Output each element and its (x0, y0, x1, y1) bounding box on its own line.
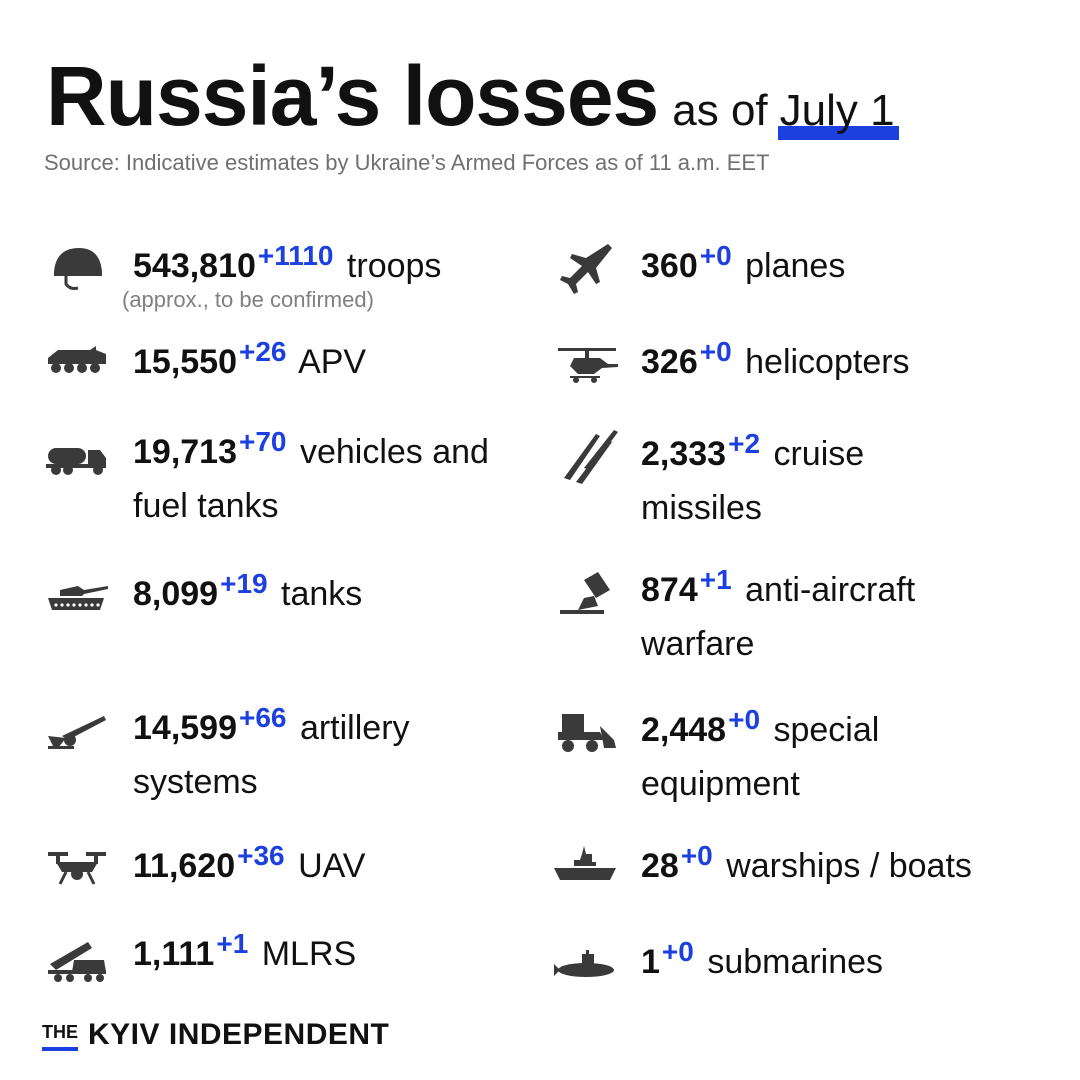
source-note: Source: Indicative estimates by Ukraine’… (44, 150, 770, 175)
stat-planes: 360+0 planes (641, 240, 845, 294)
stat-cruise-missiles: 2,333+2 cruise missiles (641, 428, 864, 534)
stat-delta: +36 (237, 840, 285, 871)
warship-icon (552, 840, 618, 896)
stat-value: 2,448 (641, 711, 727, 749)
helicopter-icon (554, 336, 620, 392)
stat-artillery: 14,599+66 artillery systems (133, 702, 410, 808)
stat-value: 11,620 (133, 847, 236, 885)
stat-label: anti-aircraft (745, 571, 916, 609)
stat-label: artillery (299, 709, 410, 747)
stat-delta: +26 (239, 336, 287, 367)
stat-label: tanks (281, 575, 363, 613)
stat-anti-aircraft: 874+1 anti-aircraft warfare (641, 564, 915, 670)
stat-apv: 15,550+26 APV (133, 336, 366, 390)
stat-label: helicopters (745, 343, 910, 381)
mlrs-icon (44, 934, 110, 990)
stat-delta: +0 (699, 240, 732, 271)
stat-value: 14,599 (133, 709, 237, 747)
brand-name: KYIV INDEPENDENT (88, 1018, 390, 1051)
stat-label-line2: warfare (641, 625, 755, 663)
stat-troops: 543,810+1110 troops (133, 240, 441, 294)
stat-label: troops (346, 247, 442, 285)
stat-value: 8,099 (133, 575, 219, 613)
loader-icon (554, 706, 620, 762)
stat-label: planes (745, 247, 846, 285)
brand-logo: THE KYIV INDEPENDENT (42, 1018, 389, 1052)
stat-value: 874 (641, 571, 698, 609)
stat-delta: +19 (220, 568, 268, 599)
stat-label-line2: equipment (641, 765, 800, 803)
brand-prefix: THE (42, 1022, 78, 1051)
stat-value: 1 (641, 943, 660, 981)
stat-label-line2: systems (133, 763, 258, 801)
stat-delta: +2 (728, 428, 761, 459)
helmet-icon (46, 242, 112, 298)
artillery-icon (44, 706, 110, 762)
stat-label: UAV (298, 847, 366, 885)
stat-label: APV (298, 343, 367, 381)
stat-value: 19,713 (133, 433, 237, 471)
stat-value: 15,550 (133, 343, 237, 381)
stat-delta: +0 (661, 936, 694, 967)
stat-delta: +0 (699, 336, 732, 367)
title-subtitle: as of (672, 86, 768, 135)
title-main: Russia’s losses (46, 49, 659, 143)
stat-delta: +1110 (257, 240, 334, 271)
stat-delta: +0 (680, 840, 713, 871)
stat-value: 2,333 (641, 435, 727, 473)
anti-aircraft-icon (554, 570, 620, 626)
stat-tanks: 8,099+19 tanks (133, 568, 362, 622)
stat-delta: +0 (728, 704, 761, 735)
stat-warships: 28+0 warships / boats (641, 840, 972, 894)
title-date: July 1 (777, 86, 899, 140)
missiles-icon (556, 428, 622, 484)
page-title: Russia’s losses as of July 1 (46, 48, 899, 145)
stat-label: submarines (707, 943, 884, 981)
stat-delta: +66 (239, 702, 287, 733)
stat-value: 360 (641, 247, 698, 285)
stat-value: 1,111 (133, 935, 215, 973)
drone-icon (44, 842, 110, 898)
apv-icon (44, 336, 110, 392)
fuel-truck-icon (44, 432, 110, 488)
stat-uav: 11,620+36 UAV (133, 840, 365, 894)
stat-label-line2: missiles (641, 489, 762, 527)
stat-label: vehicles and (299, 433, 489, 471)
stat-value: 326 (641, 343, 698, 381)
stat-special-equipment: 2,448+0 special equipment (641, 704, 879, 810)
troops-note: (approx., to be confirmed) (122, 287, 374, 312)
stat-label-line2: fuel tanks (133, 487, 279, 525)
stat-label: special (773, 711, 880, 749)
stat-value: 543,810 (133, 247, 256, 285)
stat-mlrs: 1,111+1 MLRS (133, 928, 356, 982)
plane-icon (556, 240, 622, 296)
stat-delta: +70 (239, 426, 287, 457)
stat-delta: +1 (216, 928, 249, 959)
stat-vehicles: 19,713+70 vehicles and fuel tanks (133, 426, 489, 532)
stat-label: cruise (773, 435, 865, 473)
stat-value: 28 (641, 847, 679, 885)
submarine-icon (552, 938, 618, 994)
stat-helicopters: 326+0 helicopters (641, 336, 910, 390)
stat-delta: +1 (699, 564, 732, 595)
stat-label: MLRS (261, 935, 357, 973)
stat-label: warships / boats (726, 847, 972, 885)
stat-submarines: 1+0 submarines (641, 936, 883, 990)
tank-icon (44, 572, 110, 628)
